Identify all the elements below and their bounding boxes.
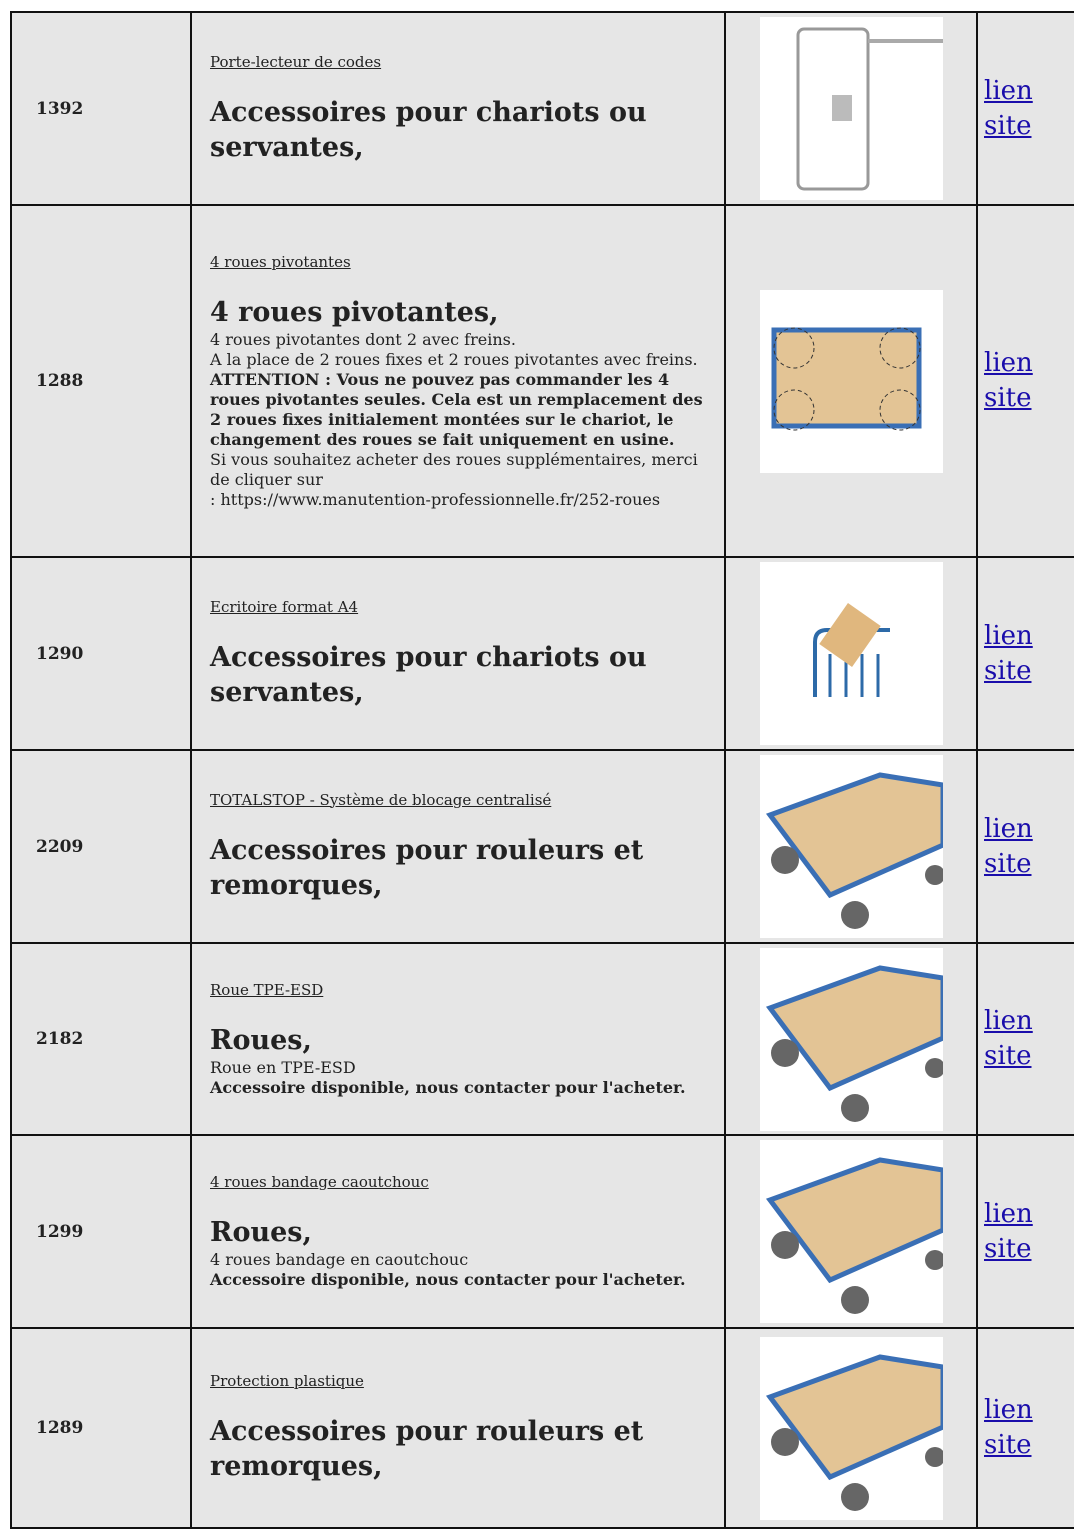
id-cell: 2209 [10, 749, 192, 944]
description-line: : https://www.manutention-professionnell… [210, 489, 661, 509]
text-cell: 4 roues pivotantes 4 roues pivotantes, 4 r… [190, 204, 726, 558]
product-heading: Accessoires pour chariots ou servantes, [210, 641, 647, 708]
image-cell [724, 556, 978, 751]
product-label: 4 roues bandage caoutchouc [210, 1173, 429, 1191]
product-id: 1289 [36, 1418, 84, 1438]
site-link[interactable]: lien site [984, 348, 1033, 413]
description-line: Accessoire disponible, nous contacter po… [210, 1270, 686, 1289]
table-row: 1289 Protection plastique Accessoires pour… [10, 1327, 1074, 1529]
product-image [759, 289, 943, 473]
table-row: 1288 4 roues pivotantes 4 roues pivotantes… [10, 204, 1074, 558]
description-line: A la place de 2 roues fixes et 2 roues p… [210, 349, 698, 369]
id-cell: 2182 [10, 942, 192, 1136]
product-table: 1392 Porte-lecteur de codes Accessoires po… [10, 11, 1074, 1529]
image-cell [724, 11, 978, 206]
table-body: 1392 Porte-lecteur de codes Accessoires po… [10, 11, 1074, 1529]
product-image [759, 755, 943, 938]
description-line: Roue en TPE-ESD [210, 1057, 356, 1077]
product-image [759, 1140, 943, 1323]
product-id: 1290 [36, 643, 84, 664]
id-cell: 1290 [10, 556, 192, 751]
site-link[interactable]: lien site [984, 813, 1033, 879]
image-cell [724, 1134, 978, 1329]
site-link[interactable]: lien site [984, 75, 1033, 141]
product-id: 1392 [36, 98, 84, 119]
site-link[interactable]: lien site [984, 1395, 1033, 1460]
text-cell: TOTALSTOP - Système de blocage centralis… [190, 749, 726, 944]
id-cell: 1299 [10, 1134, 192, 1329]
product-image [759, 1336, 943, 1520]
product-label: Protection plastique [210, 1372, 364, 1390]
image-cell [724, 749, 978, 944]
product-label: Roue TPE-ESD [210, 980, 324, 999]
product-id: 1288 [36, 371, 84, 391]
image-cell [724, 204, 978, 558]
product-heading: Accessoires pour rouleurs et remorques, [210, 834, 644, 901]
description-line: 4 roues bandage en caoutchouc [210, 1250, 469, 1269]
product-heading: 4 roues pivotantes, [210, 296, 499, 328]
product-id: 1299 [36, 1221, 84, 1242]
product-label: Porte-lecteur de codes [210, 52, 382, 71]
description-line: Accessoire disponible, nous contacter po… [210, 1077, 686, 1097]
table-row: 2209 TOTALSTOP - Système de blocage centr… [10, 749, 1074, 944]
product-image [759, 562, 943, 745]
link-cell: lien site [976, 749, 1074, 944]
site-link[interactable]: lien site [984, 620, 1033, 686]
link-cell: lien site [976, 942, 1074, 1136]
table-row: 1392 Porte-lecteur de codes Accessoires po… [10, 11, 1074, 206]
id-cell: 1288 [10, 204, 192, 558]
product-image [759, 947, 943, 1131]
description-line: 4 roues pivotantes dont 2 avec freins. [210, 329, 516, 349]
table-row: 1290 Ecritoire format A4 Accessoires pour … [10, 556, 1074, 751]
product-label: 4 roues pivotantes [210, 252, 351, 271]
link-cell: lien site [976, 556, 1074, 751]
product-heading: Accessoires pour rouleurs et remorques, [210, 1416, 644, 1482]
product-id: 2209 [36, 836, 84, 857]
link-cell: lien site [976, 1327, 1074, 1529]
product-image [759, 17, 943, 200]
table-row: 2182 Roue TPE-ESD Roues, Roue en TPE-ESD Acc… [10, 942, 1074, 1136]
product-heading: Roues, [210, 1024, 312, 1056]
link-cell: lien site [976, 11, 1074, 206]
id-cell: 1392 [10, 11, 192, 206]
product-id: 2182 [36, 1029, 84, 1049]
product-heading: Accessoires pour chariots ou servantes, [210, 96, 647, 163]
image-cell [724, 942, 978, 1136]
text-cell: Ecritoire format A4 Accessoires pour char… [190, 556, 726, 751]
text-cell: 4 roues bandage caoutchouc Roues, 4 roues … [190, 1134, 726, 1329]
text-cell: Porte-lecteur de codes Accessoires pour c… [190, 11, 726, 206]
site-link[interactable]: lien site [984, 1198, 1033, 1264]
site-link[interactable]: lien site [984, 1006, 1033, 1071]
text-cell: Protection plastique Accessoires pour rou… [190, 1327, 726, 1529]
product-label: Ecritoire format A4 [210, 597, 359, 616]
product-heading: Roues, [210, 1217, 312, 1248]
product-label: TOTALSTOP - Système de blocage centralis… [210, 790, 552, 809]
description-line: ATTENTION : Vous ne pouvez pas commander… [210, 369, 703, 449]
link-cell: lien site [976, 1134, 1074, 1329]
link-cell: lien site [976, 204, 1074, 558]
image-cell [724, 1327, 978, 1529]
id-cell: 1289 [10, 1327, 192, 1529]
table-row: 1299 4 roues bandage caoutchouc Roues, 4 ro… [10, 1134, 1074, 1329]
description-line: Si vous souhaitez acheter des roues supp… [210, 449, 698, 489]
text-cell: Roue TPE-ESD Roues, Roue en TPE-ESD Accesso… [190, 942, 726, 1136]
